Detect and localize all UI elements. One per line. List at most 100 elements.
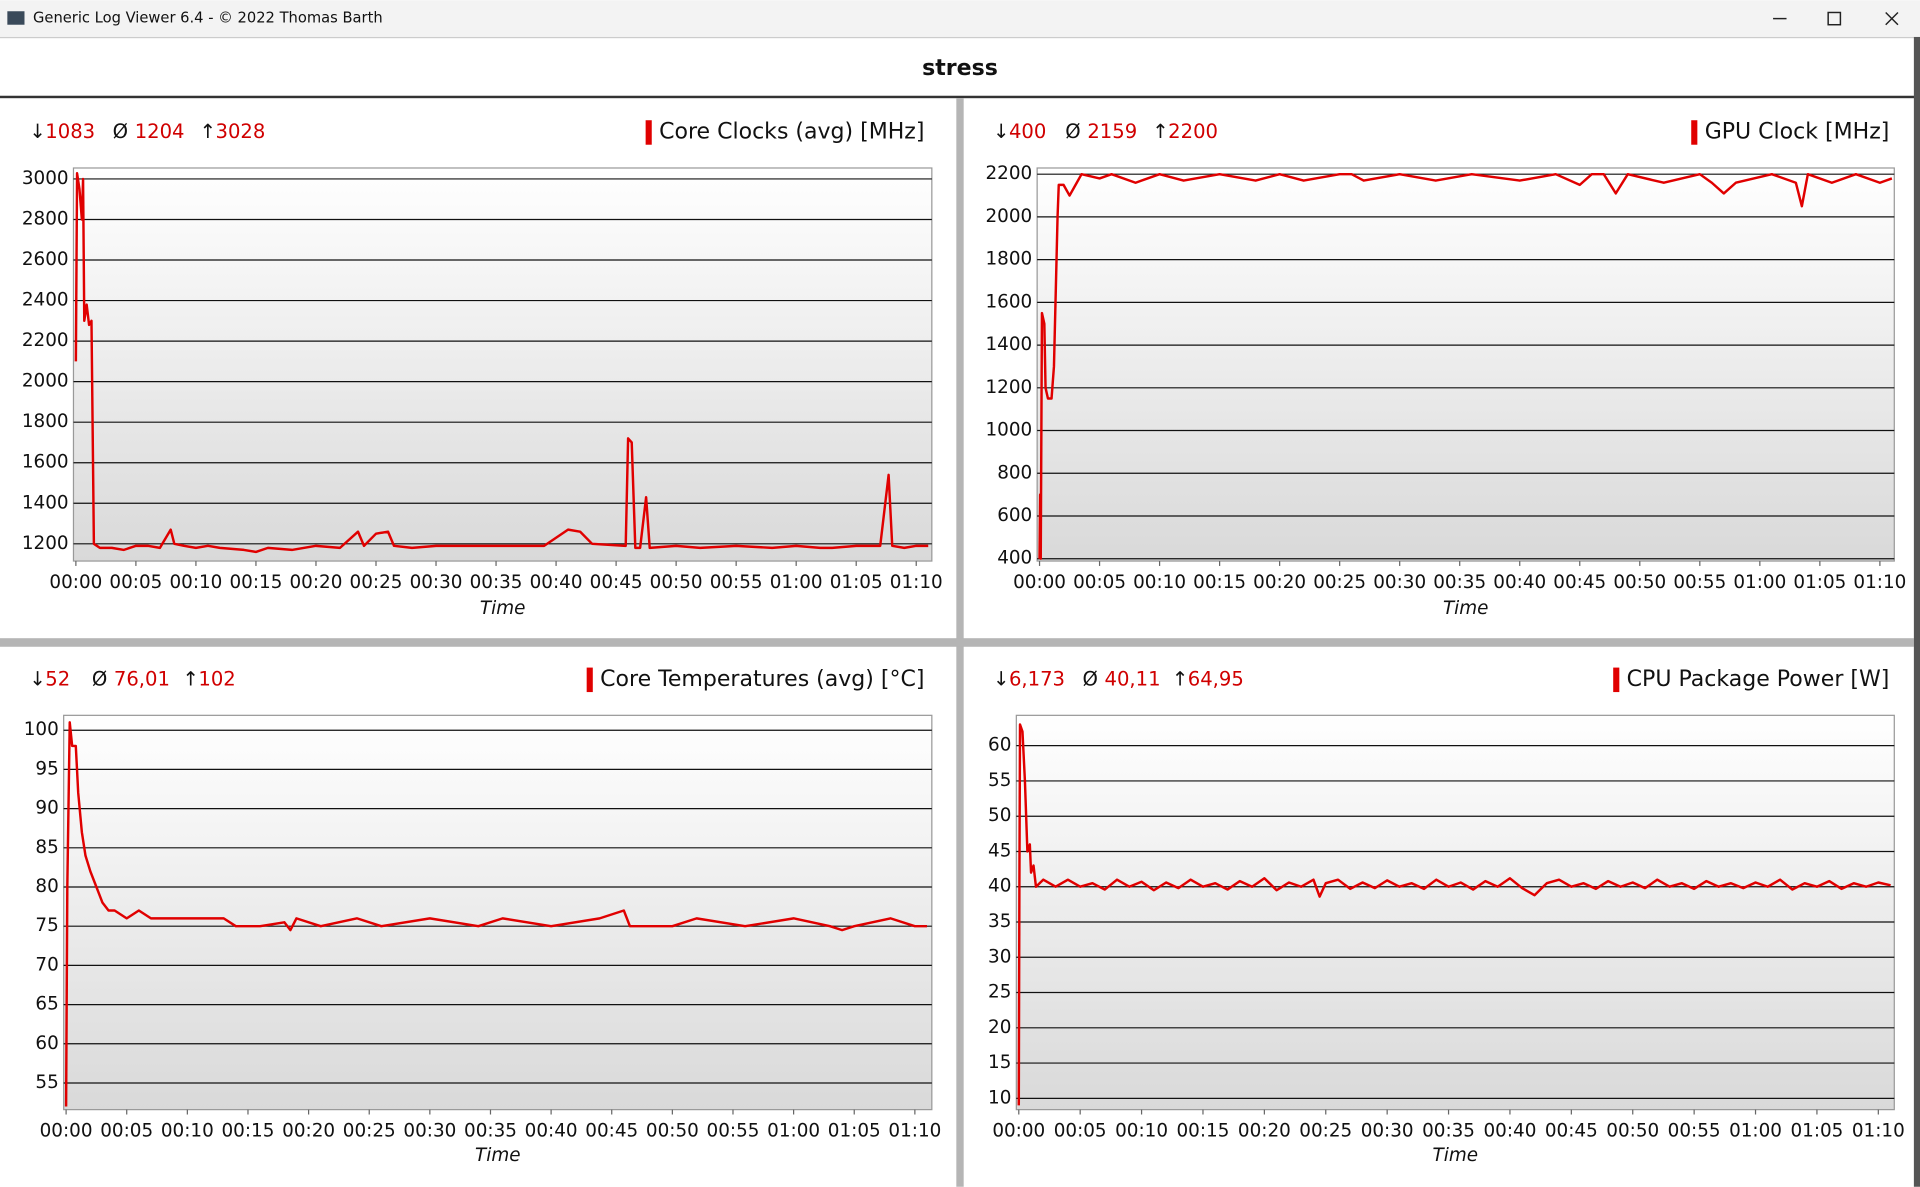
y-tick-label: 1200 — [22, 533, 69, 554]
x-tick-label: 00:05 — [1054, 1121, 1107, 1142]
y-tick-label: 50 — [988, 805, 1011, 826]
x-tick-label: 00:25 — [343, 1121, 396, 1142]
close-button[interactable] — [1885, 11, 1899, 26]
y-tick-label: 800 — [997, 462, 1032, 483]
y-tick-label: 2600 — [22, 249, 69, 270]
y-tick-label: 600 — [997, 505, 1032, 526]
y-tick-label: 60 — [988, 735, 1011, 756]
x-tick-label: 00:50 — [650, 572, 703, 593]
y-tick-label: 1800 — [22, 411, 69, 432]
x-tick-label: 00:00 — [40, 1121, 93, 1142]
stat-value: 3028 — [216, 120, 266, 143]
x-tick-label: 00:30 — [410, 572, 463, 593]
divider-horizontal — [0, 638, 1914, 647]
x-axis-label: Time — [475, 1145, 521, 1166]
y-tick-label: 2000 — [22, 371, 69, 392]
x-tick-label: 00:40 — [1493, 572, 1546, 593]
plot-area — [1036, 167, 1895, 562]
stat-symbol: Ø — [1065, 120, 1080, 143]
x-tick-label: 01:05 — [828, 1121, 881, 1142]
legend-label: CPU Package Power [W] — [1627, 667, 1890, 692]
plot-area — [1015, 714, 1895, 1111]
y-tick-label: 2400 — [22, 290, 69, 311]
y-tick-label: 85 — [35, 837, 58, 858]
y-tick-label: 25 — [988, 982, 1011, 1003]
y-tick-label: 20 — [988, 1017, 1011, 1038]
x-tick-label: 00:50 — [1613, 572, 1666, 593]
y-tick-label: 35 — [988, 911, 1011, 932]
y-tick-label: 2200 — [22, 330, 69, 351]
x-tick-label: 00:50 — [646, 1121, 699, 1142]
stat-value: 64,95 — [1188, 667, 1244, 690]
data-line — [1038, 172, 1893, 560]
x-tick-label: 00:20 — [1253, 572, 1306, 593]
x-axis-label: Time — [1443, 598, 1489, 619]
x-tick-label: 00:25 — [350, 572, 403, 593]
x-tick-label: 00:05 — [109, 572, 162, 593]
y-tick-label: 65 — [35, 994, 58, 1015]
stat-symbol: Ø — [113, 120, 128, 143]
y-tick-label: 1600 — [986, 291, 1033, 312]
stat-value: 1083 — [45, 120, 95, 143]
legend-swatch — [586, 667, 593, 693]
y-tick-label: 55 — [988, 770, 1011, 791]
legend-label: Core Temperatures (avg) [°C] — [600, 667, 924, 692]
stat-value: 102 — [198, 667, 235, 690]
legend-swatch — [1613, 667, 1620, 693]
x-tick-label: 00:35 — [470, 572, 523, 593]
y-tick-label: 40 — [988, 876, 1011, 897]
x-tick-label: 00:45 — [590, 572, 643, 593]
stat-symbol: ↑ — [182, 667, 198, 690]
separator — [0, 36, 1920, 39]
legend-swatch — [1691, 120, 1698, 145]
y-tick-label: 2200 — [986, 163, 1033, 184]
stat-value: 2159 — [1087, 120, 1137, 143]
x-tick-label: 00:05 — [100, 1121, 153, 1142]
stat-value: 6,173 — [1009, 667, 1065, 690]
maximize-button[interactable] — [1827, 11, 1842, 26]
y-tick-label: 1600 — [22, 452, 69, 473]
x-tick-label: 01:00 — [1729, 1121, 1782, 1142]
x-tick-label: 00:20 — [1238, 1121, 1291, 1142]
x-tick-label: 00:30 — [1361, 1121, 1414, 1142]
stat-symbol: Ø — [1082, 667, 1097, 690]
y-tick-label: 1400 — [22, 492, 69, 513]
stat-symbol: ↑ — [1172, 667, 1188, 690]
data-line — [1017, 723, 1891, 1106]
x-tick-label: 00:20 — [282, 1121, 335, 1142]
x-tick-label: 01:00 — [770, 572, 823, 593]
x-tick-label: 00:10 — [1115, 1121, 1168, 1142]
y-tick-label: 60 — [35, 1033, 58, 1054]
y-tick-label: 55 — [35, 1072, 58, 1093]
y-tick-label: 100 — [24, 719, 59, 740]
x-tick-label: 00:55 — [1673, 572, 1726, 593]
stat-symbol: ↓ — [29, 667, 45, 690]
x-tick-label: 01:05 — [1793, 572, 1846, 593]
x-tick-label: 00:15 — [229, 572, 282, 593]
stat-symbol: ↓ — [993, 667, 1009, 690]
x-tick-label: 00:55 — [1668, 1121, 1721, 1142]
x-tick-label: 00:15 — [1177, 1121, 1230, 1142]
x-tick-label: 00:10 — [169, 572, 222, 593]
y-tick-label: 10 — [988, 1087, 1011, 1108]
x-tick-label: 00:35 — [1433, 572, 1486, 593]
x-tick-label: 00:00 — [49, 572, 102, 593]
stat-symbol: ↓ — [29, 120, 45, 143]
x-tick-label: 00:20 — [290, 572, 343, 593]
x-tick-label: 01:00 — [767, 1121, 820, 1142]
y-tick-label: 400 — [997, 548, 1032, 569]
stat-value: 52 — [45, 667, 70, 690]
y-tick-label: 30 — [988, 946, 1011, 967]
y-tick-label: 1200 — [986, 377, 1033, 398]
x-tick-label: 00:45 — [1545, 1121, 1598, 1142]
x-tick-label: 00:15 — [222, 1121, 275, 1142]
stat-value: 40,11 — [1104, 667, 1160, 690]
x-tick-label: 00:25 — [1299, 1121, 1352, 1142]
y-tick-label: 70 — [35, 954, 58, 975]
y-tick-label: 1400 — [986, 334, 1033, 355]
x-tick-label: 00:40 — [525, 1121, 578, 1142]
legend-label: Core Clocks (avg) [MHz] — [659, 119, 924, 144]
x-tick-label: 01:05 — [1790, 1121, 1843, 1142]
